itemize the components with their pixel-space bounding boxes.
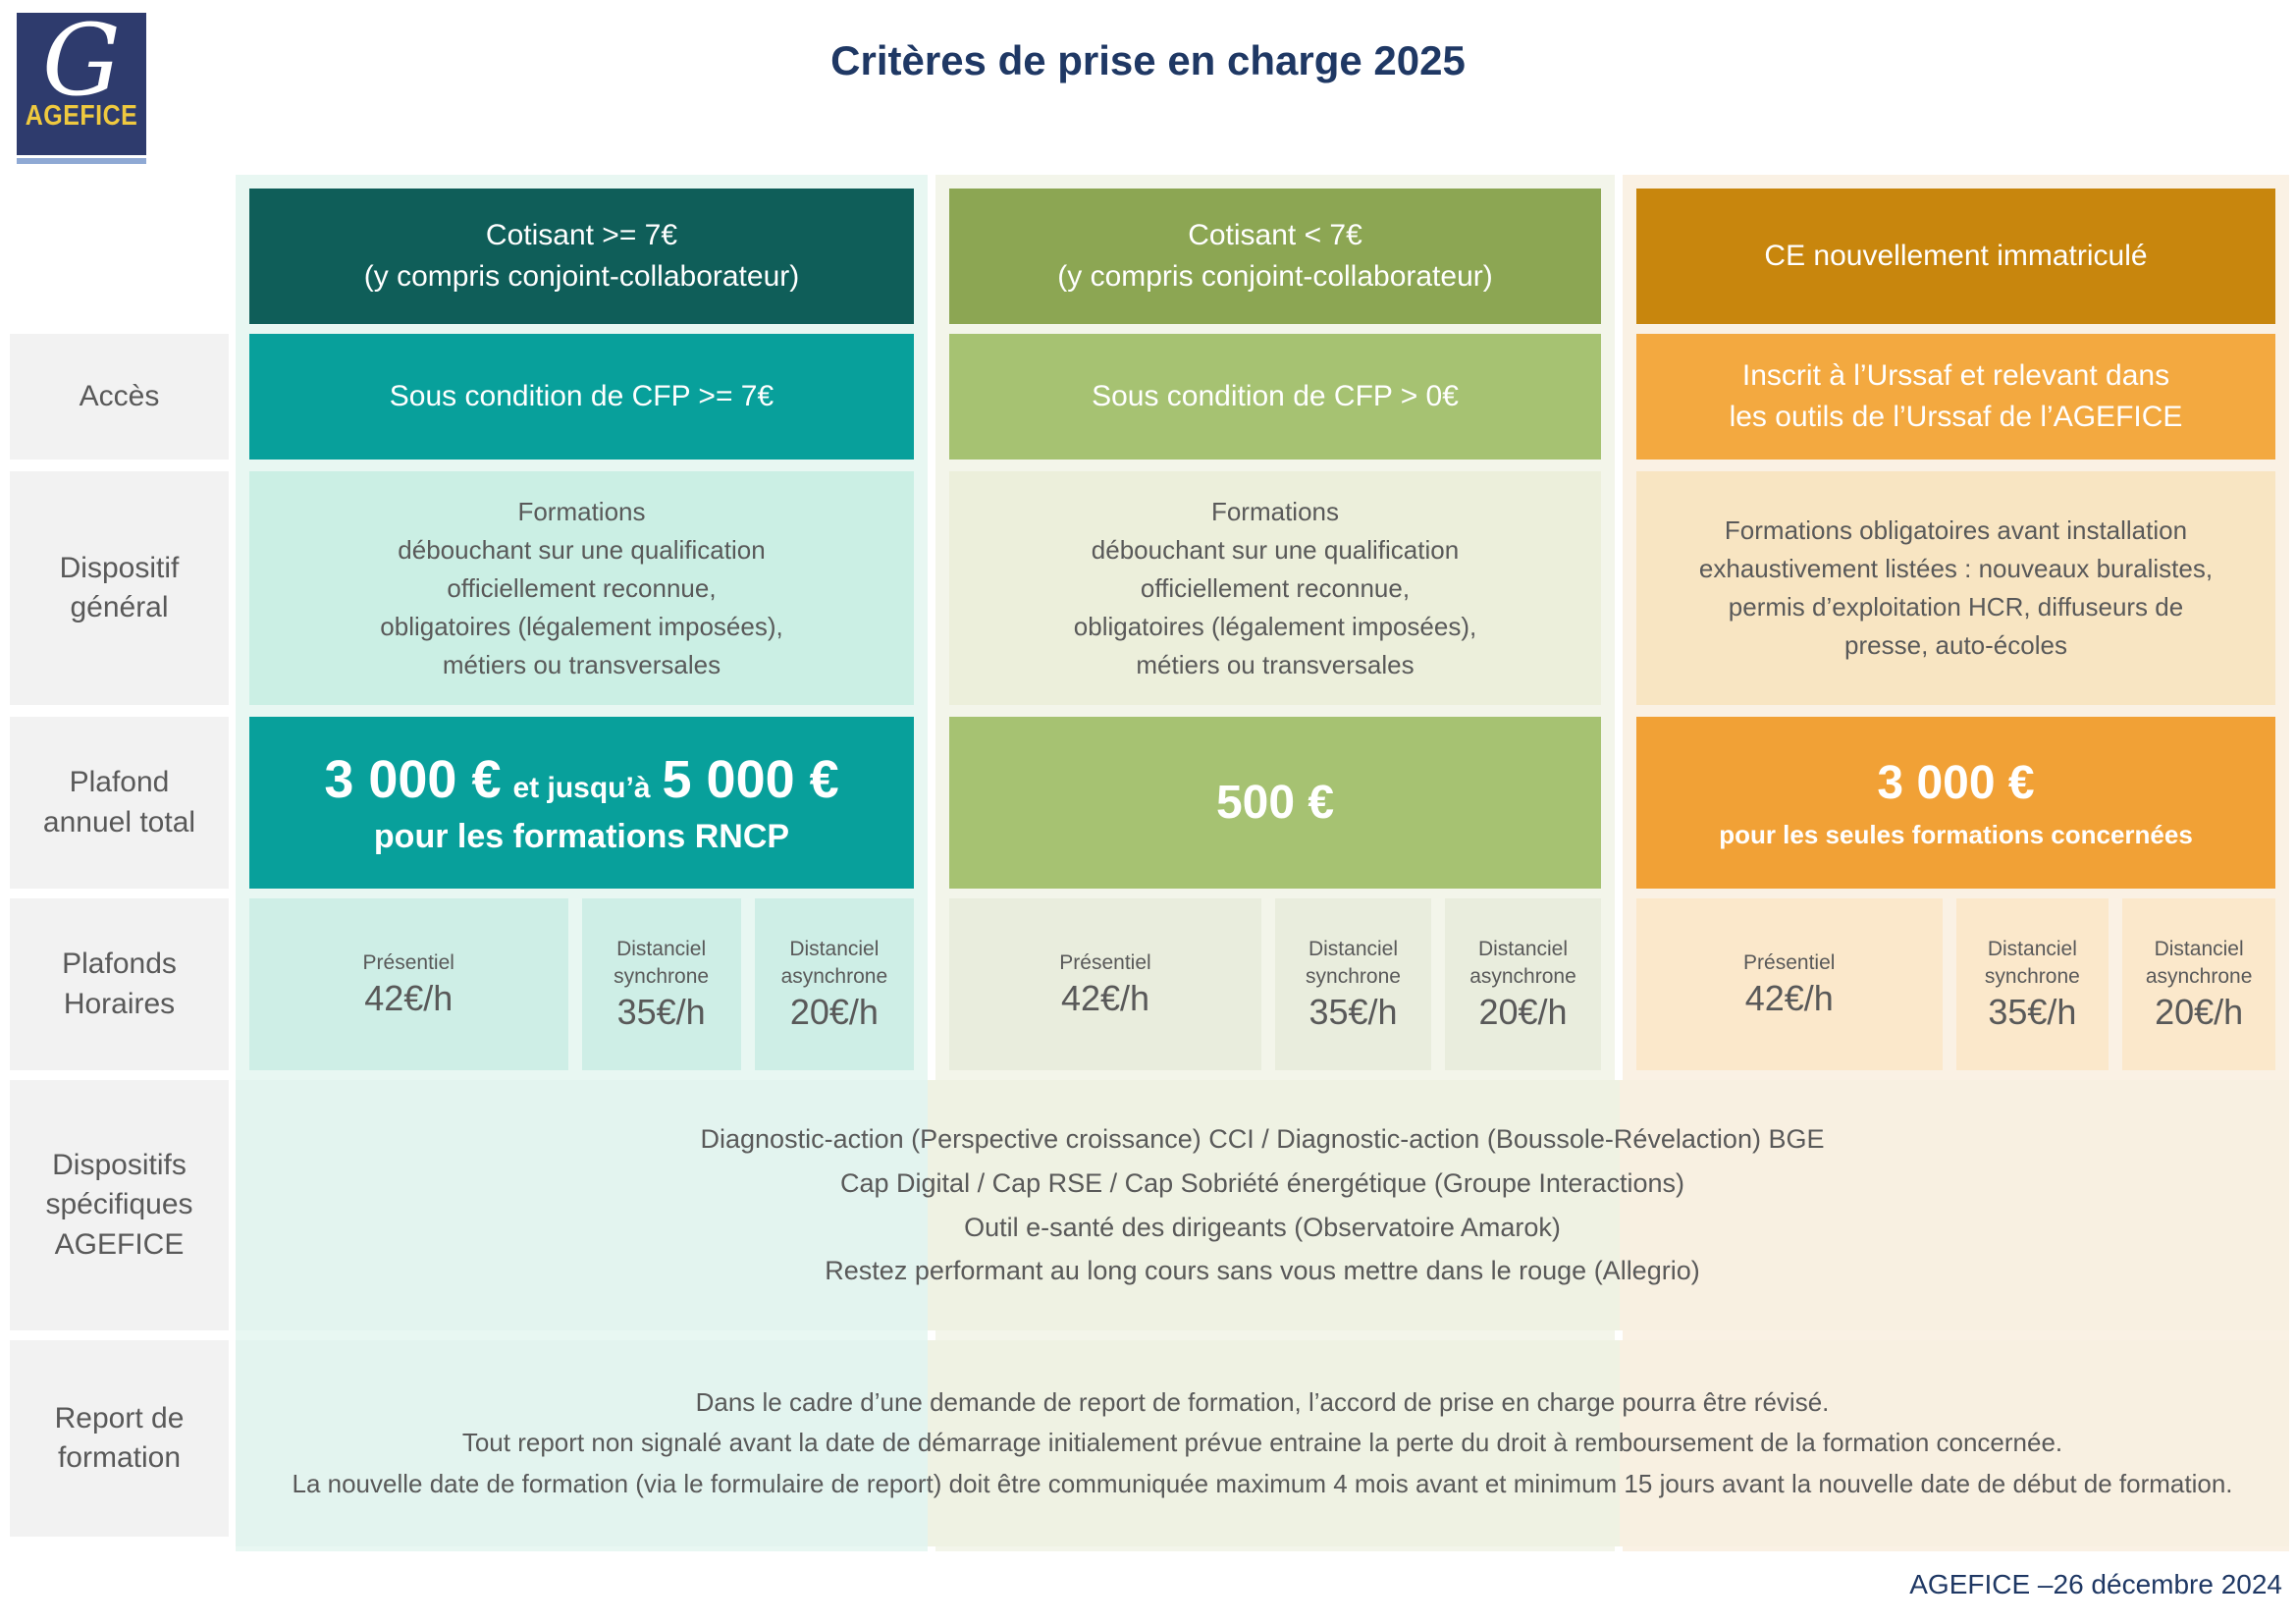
horaire-label: Distanciel synchrone [1984, 938, 2080, 988]
horaire-presentiel: Présentiel 42€/h [249, 898, 568, 1070]
horaire-label: Présentiel [1059, 950, 1151, 974]
logo-text: AGEFICE [25, 99, 138, 133]
cell-horaires-col3: Présentiel 42€/h Distanciel synchrone 35… [1636, 898, 2275, 1070]
plafond-amount: 500 € [1215, 777, 1335, 829]
cell-acces-col1: Sous condition de CFP >= 7€ [249, 334, 914, 460]
horaire-distanciel-asynchrone: Distanciel asynchrone 20€/h [754, 898, 914, 1070]
logo-underline [17, 158, 146, 164]
cell-acces-col3: Inscrit à l’Urssaf et relevant dans les … [1636, 334, 2275, 460]
row-label-dispositif-general: Dispositif général [10, 471, 229, 705]
column-header-ce-nouveau: CE nouvellement immatriculé [1636, 189, 2275, 324]
footer-date: AGEFICE –26 décembre 2024 [1909, 1569, 2282, 1599]
horaire-value: 35€/h [1308, 991, 1398, 1032]
horaire-label: Distanciel synchrone [1306, 938, 1401, 988]
horaire-distanciel-synchrone: Distanciel synchrone 35€/h [1275, 898, 1431, 1070]
horaire-value: 42€/h [1060, 978, 1150, 1019]
cell-report-formation: Dans le cadre d’une demande de report de… [236, 1340, 2289, 1546]
row-label-plafonds-horaires: Plafonds Horaires [10, 898, 229, 1070]
plafond-connector: et jusqu’à [512, 772, 651, 804]
horaire-value: 20€/h [789, 991, 879, 1032]
page-title: Critères de prise en charge 2025 [830, 37, 1466, 83]
row-label-plafond-annuel: Plafond annuel total [10, 717, 229, 889]
horaire-value: 42€/h [1744, 978, 1834, 1019]
horaire-presentiel: Présentiel 42€/h [1636, 898, 1943, 1070]
horaire-value: 20€/h [2155, 991, 2244, 1032]
horaire-distanciel-asynchrone: Distanciel asynchrone 20€/h [1445, 898, 1601, 1070]
horaire-value: 20€/h [1478, 991, 1568, 1032]
cell-plafond-col3: 3 000 € pour les seules formations conce… [1636, 717, 2275, 889]
horaire-label: Présentiel [1743, 950, 1836, 974]
plafond-subtext: pour les seules formations concernées [1719, 819, 2193, 849]
column-header-cotisant-7moins: Cotisant < 7€ (y compris conjoint-collab… [949, 189, 1601, 324]
horaire-value: 42€/h [364, 978, 454, 1019]
horaire-presentiel: Présentiel 42€/h [949, 898, 1261, 1070]
cell-horaires-col1: Présentiel 42€/h Distanciel synchrone 35… [249, 898, 914, 1070]
horaire-label: Distanciel asynchrone [780, 938, 888, 988]
horaire-label: Distanciel asynchrone [1469, 938, 1576, 988]
plafond-amounts: 3 000 € et jusqu’à 5 000 € [324, 749, 838, 810]
row-label-acces: Accès [10, 334, 229, 460]
horaire-distanciel-asynchrone: Distanciel asynchrone 20€/h [2122, 898, 2275, 1070]
row-label-report-formation: Report de formation [10, 1340, 229, 1537]
plafond-subtext: pour les formations RNCP [373, 818, 790, 855]
horaire-distanciel-synchrone: Distanciel synchrone 35€/h [581, 898, 741, 1070]
plafond-amount: 3 000 € [1877, 756, 2035, 809]
horaire-label: Distanciel asynchrone [2145, 938, 2253, 988]
cell-dispositif-col2: Formations débouchant sur une qualificat… [949, 471, 1601, 705]
cell-dispositif-col1: Formations débouchant sur une qualificat… [249, 471, 914, 705]
column-header-cotisant-7plus: Cotisant >= 7€ (y compris conjoint-colla… [249, 189, 914, 324]
cell-acces-col2: Sous condition de CFP > 0€ [949, 334, 1601, 460]
horaire-label: Distanciel synchrone [614, 938, 710, 988]
horaire-value: 35€/h [616, 991, 706, 1032]
row-label-dispositifs-specifiques: Dispositifs spécifiques AGEFICE [10, 1080, 229, 1330]
cell-plafond-col1: 3 000 € et jusqu’à 5 000 € pour les form… [249, 717, 914, 889]
cell-plafond-col2: 500 € [949, 717, 1601, 889]
horaire-label: Présentiel [362, 950, 454, 974]
cell-dispositifs-specifiques: Diagnostic-action (Perspective croissanc… [236, 1080, 2289, 1330]
logo-g-icon: G [42, 3, 121, 118]
plafond-amount-1: 3 000 € [324, 750, 502, 809]
horaire-distanciel-synchrone: Distanciel synchrone 35€/h [1955, 898, 2109, 1070]
cell-dispositif-col3: Formations obligatoires avant installati… [1636, 471, 2275, 705]
cell-horaires-col2: Présentiel 42€/h Distanciel synchrone 35… [949, 898, 1601, 1070]
plafond-amount-2: 5 000 € [662, 750, 839, 809]
agefice-logo: G AGEFICE [17, 9, 146, 155]
horaire-value: 35€/h [1988, 991, 2077, 1032]
